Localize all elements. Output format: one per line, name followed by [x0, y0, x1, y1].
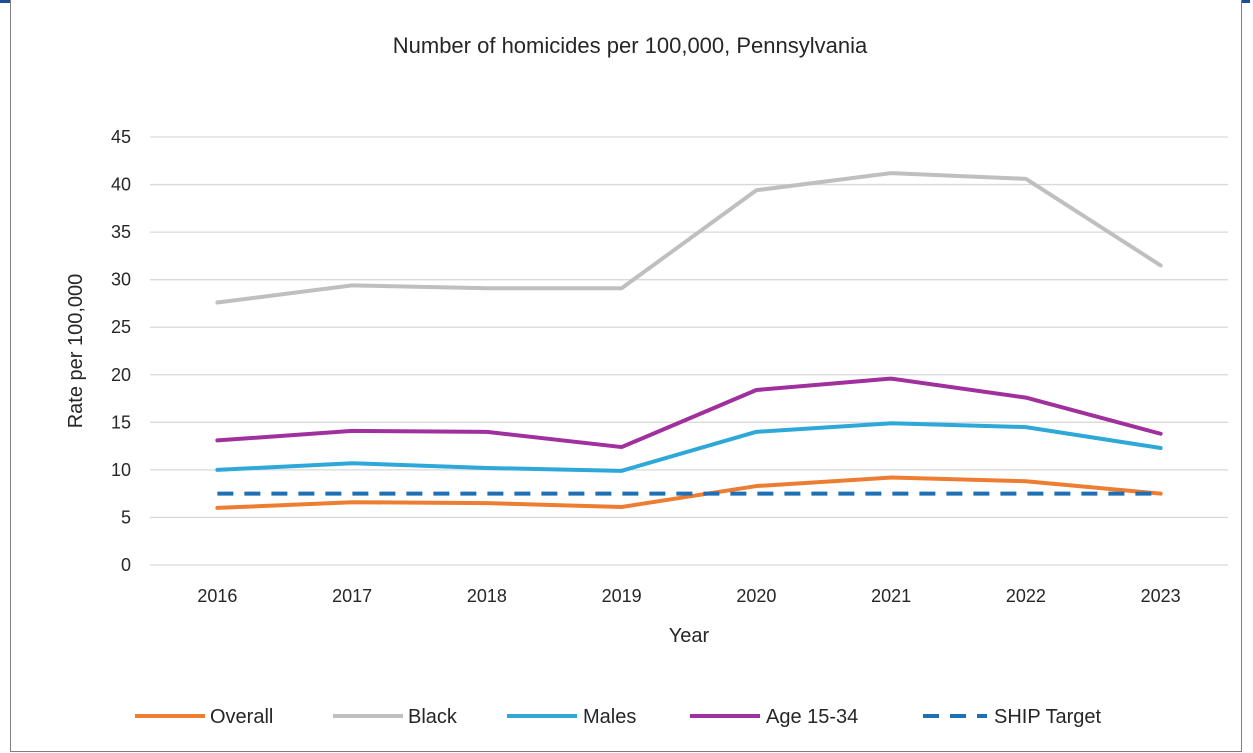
series-line-males	[215, 421, 1163, 473]
x-tick-label: 2017	[332, 586, 372, 606]
y-tick-label: 10	[111, 460, 131, 480]
y-axis-title: Rate per 100,000	[65, 274, 87, 429]
legend-label-ship-target: SHIP Target	[994, 706, 1102, 728]
y-tick-label: 20	[111, 365, 131, 385]
chart-frame	[10, 0, 1242, 752]
x-tick-label: 2023	[1141, 586, 1181, 606]
x-tick-label: 2018	[467, 586, 507, 606]
legend-label-males: Males	[583, 706, 636, 728]
series-line-overall	[215, 475, 1163, 510]
y-tick-label: 30	[111, 270, 131, 290]
legend-label-age-15-34: Age 15-34	[766, 706, 858, 728]
x-tick-label: 2022	[1006, 586, 1046, 606]
x-tick-label: 2016	[197, 586, 237, 606]
y-tick-label: 25	[111, 317, 131, 337]
chart-title: Number of homicides per 100,000, Pennsyl…	[393, 33, 868, 58]
gridlines	[150, 136, 1228, 566]
series-lines	[215, 171, 1163, 510]
y-tick-label: 0	[121, 555, 131, 575]
x-axis-title: Year	[669, 625, 710, 647]
y-tick-label: 15	[111, 412, 131, 432]
series-line-age-15-34	[215, 376, 1163, 450]
x-tick-label: 2019	[602, 586, 642, 606]
y-tick-label: 40	[111, 175, 131, 195]
legend: Overall Black Males Age 15-34 SHIP Target	[135, 706, 1102, 728]
x-axis-ticks: 2016 2017 2018 2019 2020 2021 2022 2023	[197, 586, 1180, 606]
x-tick-label: 2021	[871, 586, 911, 606]
y-tick-label: 5	[121, 507, 131, 527]
series-line-black	[215, 171, 1163, 305]
x-tick-label: 2020	[736, 586, 776, 606]
y-axis-ticks: 0 5 10 15 20 25 30 35 40 45	[111, 127, 131, 575]
y-tick-label: 35	[111, 222, 131, 242]
y-tick-label: 45	[111, 127, 131, 147]
legend-label-overall: Overall	[210, 706, 273, 728]
legend-label-black: Black	[408, 706, 458, 728]
